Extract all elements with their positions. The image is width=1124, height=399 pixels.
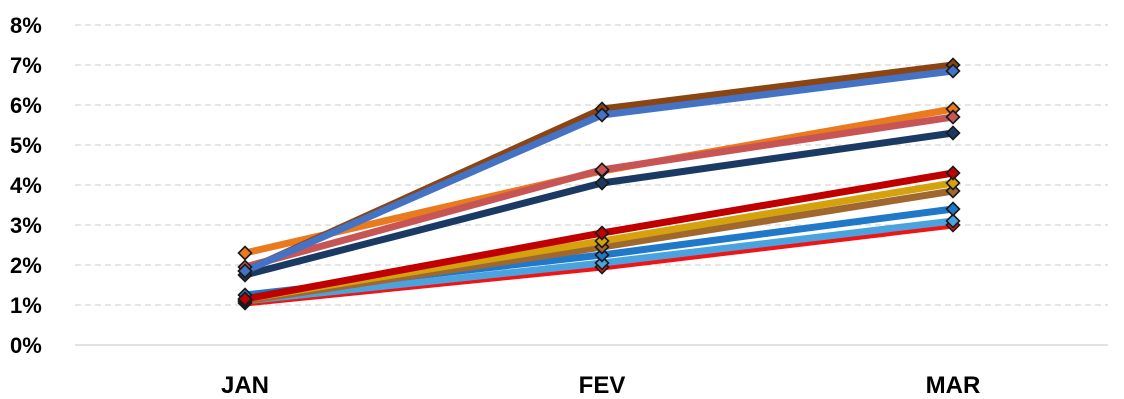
y-axis-tick-labels: 0% 1% 2% 3% 4% 5% 6% 7% 8% (10, 13, 42, 358)
data-point-marker (945, 165, 961, 181)
x-tick-label: FEV (579, 372, 626, 399)
data-point-marker (594, 175, 610, 191)
data-point-marker (945, 125, 961, 141)
data-point-marker (945, 175, 961, 191)
data-point-marker (945, 63, 961, 79)
x-axis-category-labels: JAN FEV MAR (221, 372, 980, 399)
y-tick-label: 3% (10, 213, 42, 238)
y-tick-label: 1% (10, 293, 42, 318)
data-point-marker (237, 291, 253, 307)
data-point-marker (945, 109, 961, 125)
series-markers (237, 57, 961, 311)
x-tick-label: MAR (926, 372, 981, 399)
data-point-marker (945, 201, 961, 217)
data-point-marker (945, 183, 961, 199)
data-point-marker (594, 162, 610, 178)
y-tick-label: 2% (10, 253, 42, 278)
data-point-marker (594, 107, 610, 123)
y-tick-label: 7% (10, 53, 42, 78)
data-point-marker (594, 247, 610, 263)
data-point-marker (594, 225, 610, 241)
data-point-marker (237, 263, 253, 279)
y-tick-label: 8% (10, 13, 42, 38)
y-tick-label: 5% (10, 133, 42, 158)
y-tick-label: 4% (10, 173, 42, 198)
x-tick-label: JAN (221, 372, 269, 399)
y-tick-label: 0% (10, 333, 42, 358)
data-point-marker (945, 213, 961, 229)
data-point-marker (594, 233, 610, 249)
y-tick-label: 6% (10, 93, 42, 118)
data-point-marker (594, 255, 610, 271)
